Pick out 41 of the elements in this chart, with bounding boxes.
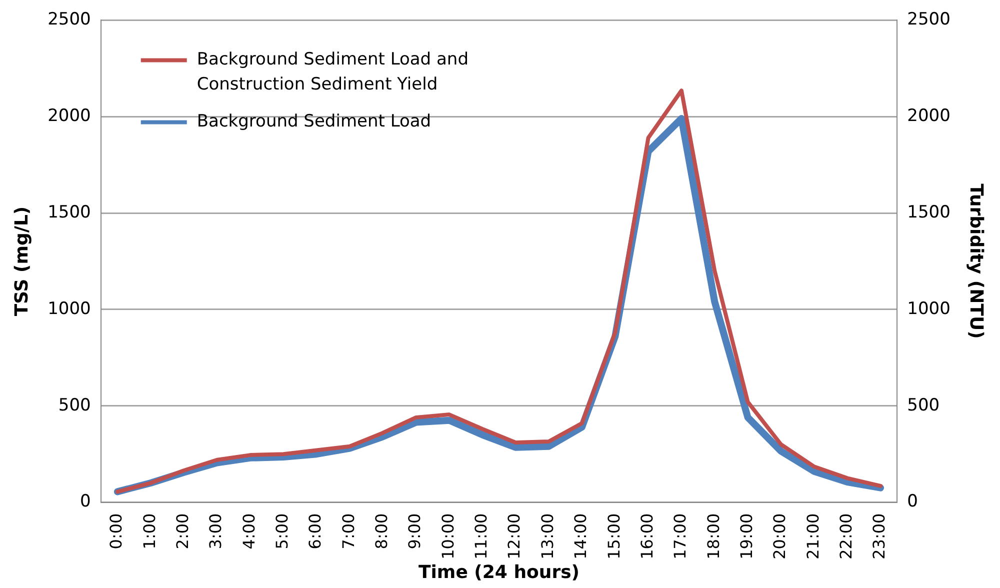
x-tick-label: 2:00 xyxy=(172,513,192,550)
x-tick-label: 5:00 xyxy=(272,513,292,550)
x-tick-label: 18:00 xyxy=(704,513,723,560)
x-tick-label: 0:00 xyxy=(106,513,126,550)
x-tick-label: 15:00 xyxy=(604,513,624,560)
x-tick-label: 19:00 xyxy=(736,513,756,560)
x-tick-label: 8:00 xyxy=(372,513,392,550)
x-tick-label: 7:00 xyxy=(338,513,358,550)
y2-tick-label: 2500 xyxy=(907,10,950,30)
x-tick-label: 3:00 xyxy=(206,513,226,550)
y-tick-label: 0 xyxy=(80,492,91,512)
x-tick-label: 10:00 xyxy=(438,513,458,560)
y2-tick-label: 500 xyxy=(907,395,940,416)
x-tick-label: 12:00 xyxy=(504,513,524,560)
x-tick-label: 21:00 xyxy=(803,513,822,560)
x-tick-label: 20:00 xyxy=(770,513,790,560)
x-tick-label: 9:00 xyxy=(405,513,424,550)
x-tick-label: 17:00 xyxy=(670,513,690,560)
x-tick-label: 14:00 xyxy=(571,513,590,560)
legend-label: Background Sediment Load xyxy=(196,112,432,132)
y2-tick-label: 2000 xyxy=(907,106,950,126)
y-tick-label: 2000 xyxy=(48,106,91,126)
x-tick-label: 23:00 xyxy=(870,513,889,560)
y-tick-label: 1000 xyxy=(48,298,91,319)
y2-tick-label: 1000 xyxy=(907,298,950,319)
x-tick-label: 1:00 xyxy=(140,513,159,550)
y2-tick-label: 0 xyxy=(907,492,918,512)
x-tick-label: 13:00 xyxy=(538,513,557,560)
x-tick-label: 22:00 xyxy=(836,513,856,560)
x-tick-label: 16:00 xyxy=(637,513,656,560)
y-tick-label: 500 xyxy=(58,395,91,416)
y-tick-label: 1500 xyxy=(48,202,91,222)
legend-label: Background Sediment Load and Construction Sediment Yield xyxy=(196,50,468,95)
y2-tick-label: 1500 xyxy=(907,202,950,222)
x-tick-label: 6:00 xyxy=(306,513,325,550)
y-axis-title: TSS (mg/L) xyxy=(11,206,32,316)
x-tick-label: 11:00 xyxy=(472,513,491,560)
x-tick-label: 4:00 xyxy=(239,513,258,550)
y-tick-label: 2500 xyxy=(48,10,91,30)
x-axis-title: Time (24 hours) xyxy=(418,562,580,583)
y2-axis-title: Turbidity (NTU) xyxy=(966,184,987,339)
